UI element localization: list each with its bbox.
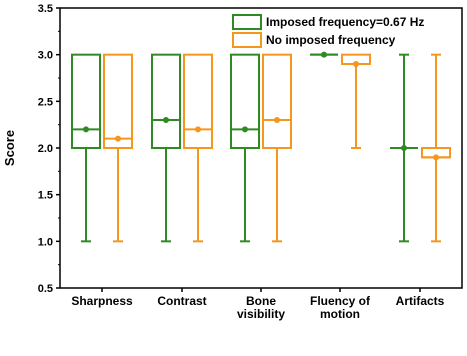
box-body — [230, 53, 260, 150]
box-body — [151, 53, 181, 150]
box-mean-point — [433, 154, 439, 161]
x-category-label: Bone — [246, 294, 276, 308]
y-tick-label: 2.5 — [38, 96, 53, 108]
box-mean-point — [242, 126, 248, 133]
legend-label: No imposed frequency — [266, 33, 396, 47]
box-body — [71, 53, 101, 150]
box-mean-point — [353, 61, 359, 67]
y-tick-label: 3.5 — [38, 3, 53, 15]
x-category-label: Contrast — [157, 294, 206, 308]
x-category-label: motion — [320, 307, 360, 321]
box-mean-point — [401, 145, 407, 151]
legend-label: Imposed frequency=0.67 Hz — [266, 15, 424, 29]
box-mean-point — [274, 117, 280, 123]
box-body — [183, 53, 213, 150]
y-tick-label: 1.0 — [38, 236, 53, 248]
y-tick-label: 2.0 — [38, 143, 53, 155]
box-body — [103, 53, 133, 150]
x-category-label: visibility — [237, 307, 285, 321]
box-mean-point — [83, 126, 89, 133]
box-body — [262, 53, 292, 150]
legend-swatch — [232, 32, 262, 48]
y-tick-label: 1.5 — [38, 190, 53, 202]
box-mean-point — [115, 135, 121, 142]
x-category-label: Artifacts — [396, 294, 445, 308]
legend-swatch — [232, 14, 262, 30]
y-axis-title: Score — [2, 130, 17, 166]
y-tick-label: 3.0 — [38, 50, 53, 62]
box-mean-point — [321, 51, 327, 58]
y-tick-label: 0.5 — [38, 283, 53, 295]
box-mean-point — [195, 126, 201, 133]
box-mean-point — [163, 117, 169, 123]
x-category-label: Sharpness — [71, 294, 133, 308]
x-category-label: Fluency of — [310, 294, 371, 308]
